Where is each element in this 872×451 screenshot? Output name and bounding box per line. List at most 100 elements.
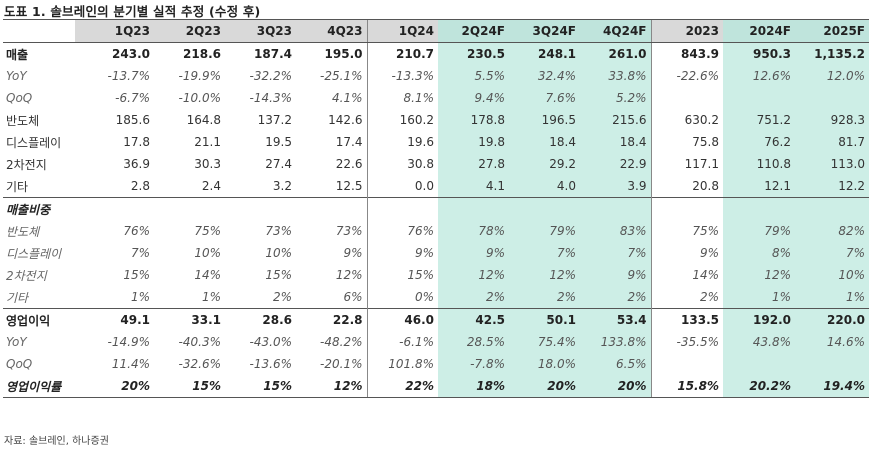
table-cell: 5.2% <box>580 87 651 109</box>
table-cell: 29.2 <box>509 153 580 175</box>
row-label: 매출 <box>6 47 29 62</box>
table-cell: 195.0 <box>324 47 363 61</box>
table-cell: 27.8 <box>438 153 509 175</box>
table-cell: 36.9 <box>123 157 150 171</box>
row-label: 반도체 <box>6 113 40 128</box>
col-header: 4Q24F <box>580 19 651 43</box>
row-label: 2차전지 <box>6 157 47 172</box>
header-corner <box>3 19 75 43</box>
table-cell: 113.0 <box>795 153 869 175</box>
table-cell <box>650 353 723 375</box>
table-cell: 950.3 <box>723 42 795 65</box>
table-cell: 21.1 <box>194 135 221 149</box>
table-cell: 133.8% <box>580 331 651 353</box>
table-cell: 12.2 <box>795 175 869 198</box>
table-cell: -20.1% <box>320 357 363 371</box>
table-cell: -32.2% <box>249 69 292 83</box>
table-cell: 17.4 <box>335 135 363 149</box>
table-cell: 9% <box>580 264 651 286</box>
table-cell: 133.5 <box>650 308 723 331</box>
table-row: 영업이익 49.1 33.1 28.6 22.8 46.0 42.5 50.1 53.4 133.… <box>3 308 869 331</box>
table-cell: 0% <box>366 286 438 309</box>
table-cell: -48.2% <box>320 335 363 349</box>
table-cell: 19.4% <box>795 375 869 398</box>
table-cell: 73% <box>265 224 292 238</box>
table-cell: 27.4 <box>265 157 292 171</box>
table-cell: 20% <box>580 375 651 398</box>
table-row: 매출비중 <box>3 197 869 220</box>
table-cell: 3.2 <box>272 179 292 193</box>
row-label: 매출비중 <box>3 197 75 220</box>
table-cell: 75% <box>650 220 723 242</box>
col-header: 4Q23 <box>296 19 367 43</box>
row-label: QoQ <box>6 357 33 371</box>
table-cell: 9% <box>438 242 509 264</box>
table-cell: 12.6% <box>723 65 795 87</box>
table-cell: -35.5% <box>650 331 723 353</box>
table-cell: 10% <box>194 246 221 260</box>
table-cell: 178.8 <box>438 109 509 131</box>
col-header: 1Q24 <box>366 19 438 43</box>
table-cell: 12% <box>296 375 367 398</box>
table-cell: 18.4 <box>509 131 580 153</box>
table-cell: 46.0 <box>366 308 438 331</box>
table-cell: 9% <box>650 242 723 264</box>
table-row: 반도체 76% 75% 73% 73% 76% 78% 79% 83% 75% 79% 82% <box>3 220 869 242</box>
table-cell: 1% <box>201 290 221 304</box>
table-cell <box>366 197 438 220</box>
table-cell: 32.4% <box>509 65 580 87</box>
table-cell: 243.0 <box>112 47 150 61</box>
table-cell: 28.6 <box>225 308 296 331</box>
table-cell <box>723 353 795 375</box>
table-cell: 76% <box>123 224 150 238</box>
table-cell: 33.1 <box>154 308 225 331</box>
table-cell: 187.4 <box>254 47 292 61</box>
table-cell: -13.7% <box>107 69 150 83</box>
table-cell: 19.5 <box>265 135 292 149</box>
table-cell: 11.4% <box>111 357 150 371</box>
table-cell: 137.2 <box>257 113 292 127</box>
table-cell: 261.0 <box>580 42 651 65</box>
table-cell: 248.1 <box>509 42 580 65</box>
table-cell: 22% <box>366 375 438 398</box>
table-cell: -25.1% <box>320 69 363 83</box>
table-cell: 53.4 <box>580 308 651 331</box>
col-header: 2Q24F <box>438 19 509 43</box>
table-row: YoY -14.9% -40.3% -43.0% -48.2% -6.1% 28.5% 75.… <box>3 331 869 353</box>
table-cell: 19.8 <box>438 131 509 153</box>
table-cell: -14.9% <box>107 335 150 349</box>
table-cell: 117.1 <box>650 153 723 175</box>
source-note: 자료: 솔브레인, 하나증권 <box>4 436 109 447</box>
table-cell <box>225 197 296 220</box>
table-cell: -13.3% <box>366 65 438 87</box>
table-cell <box>650 197 723 220</box>
table-cell: 2% <box>509 286 580 309</box>
row-label: YoY <box>6 69 27 83</box>
table-cell: 12% <box>335 268 363 282</box>
table-cell: -6.1% <box>366 331 438 353</box>
table-cell: 630.2 <box>650 109 723 131</box>
table-cell: 1% <box>795 286 869 309</box>
table-cell: 4.1 <box>438 175 509 198</box>
table-row: QoQ 11.4% -32.6% -13.6% -20.1% 101.8% -7.8% 18.… <box>3 353 869 375</box>
table-cell: 7% <box>795 242 869 264</box>
table-cell: 15% <box>225 375 296 398</box>
table-cell: 75% <box>194 224 221 238</box>
table-cell: 49.1 <box>75 308 154 331</box>
table-cell: 12% <box>723 264 795 286</box>
table-cell: -13.6% <box>249 357 292 371</box>
table-cell: -6.7% <box>115 91 150 105</box>
table-cell: 42.5 <box>438 308 509 331</box>
table-cell: 8% <box>723 242 795 264</box>
col-header: 3Q23 <box>225 19 296 43</box>
table-title: 도표 1. 솔브레인의 분기별 실적 추정 (수정 후) <box>4 4 261 19</box>
row-label: YoY <box>6 335 27 349</box>
table-cell: 12.1 <box>723 175 795 198</box>
table-cell: 20.8 <box>650 175 723 198</box>
table-cell: 15% <box>123 268 150 282</box>
row-label: 영업이익률 <box>3 375 75 398</box>
table-cell: 28.5% <box>438 331 509 353</box>
table-cell: 210.7 <box>366 42 438 65</box>
table-cell: 7% <box>580 242 651 264</box>
table-row: 매출 243.0 218.6 187.4 195.0 210.7 230.5 248.1 261… <box>3 42 869 65</box>
